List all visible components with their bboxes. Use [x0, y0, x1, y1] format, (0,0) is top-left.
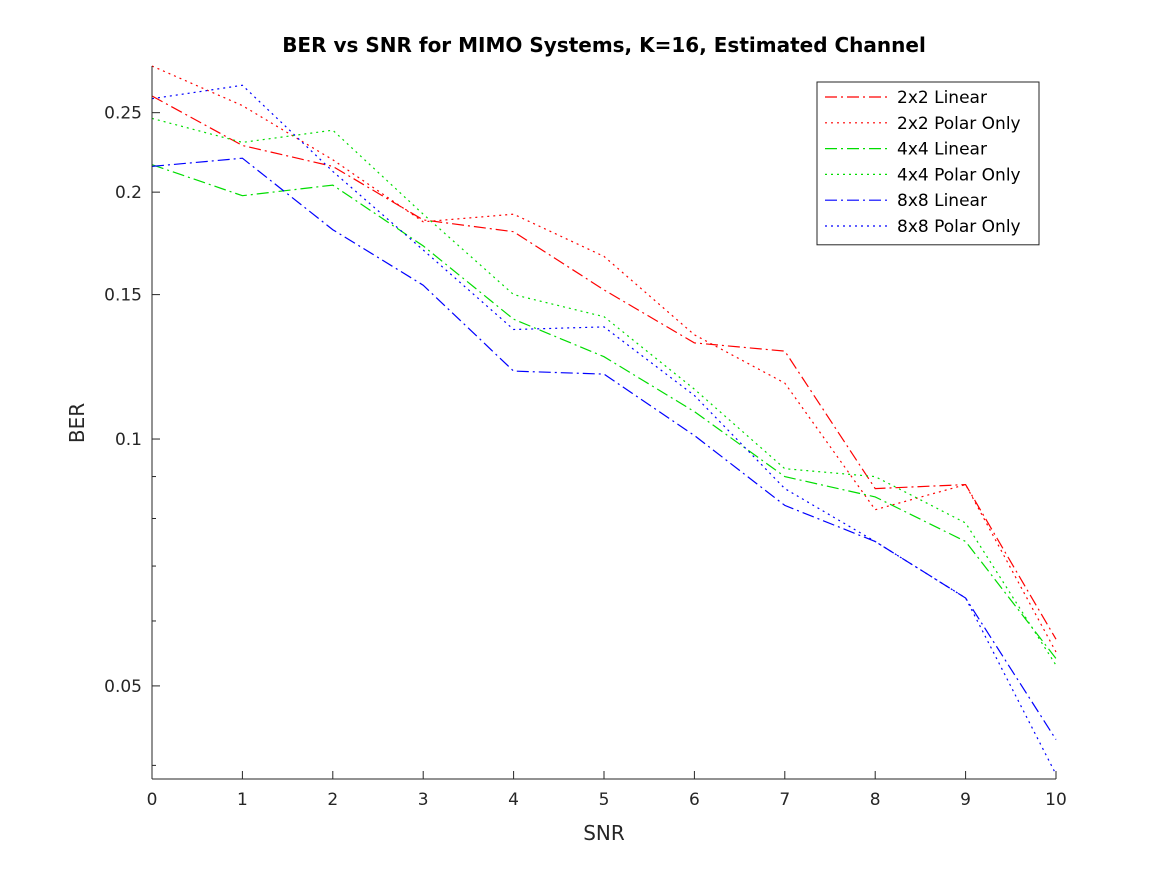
y-tick-label: 0.25 [104, 104, 142, 124]
x-tick-label: 5 [599, 790, 610, 810]
x-tick-label: 9 [960, 790, 971, 810]
series-line-1 [151, 95, 1057, 640]
y-tick-label: 0.1 [115, 430, 142, 450]
x-axis-label: SNR [583, 821, 625, 845]
legend: 2x2 Linear 2x2 Polar Only 4x4 Linear 4x4 Po… [816, 81, 1040, 246]
series-line-2 [151, 65, 1057, 653]
legend-entry-1: 2x2 Linear [897, 88, 987, 108]
x-tick-label: 10 [1045, 790, 1067, 810]
x-tick-label: 6 [689, 790, 700, 810]
x-tick-label: 0 [147, 790, 158, 810]
y-tick-label: 0.05 [104, 677, 142, 697]
legend-entry-2: 2x2 Polar Only [897, 114, 1021, 134]
legend-entry-5: 8x8 Linear [897, 191, 987, 211]
x-tick-label: 7 [779, 790, 790, 810]
chart-title: BER vs SNR for MIMO Systems, K=16, Estim… [282, 33, 926, 57]
legend-box [816, 81, 1040, 246]
series-line-3 [151, 164, 1057, 659]
legend-entry-6: 8x8 Polar Only [897, 217, 1021, 237]
x-tick-label: 1 [237, 790, 248, 810]
x-tick-label: 8 [870, 790, 881, 810]
series-line-6 [151, 84, 1057, 775]
x-tick-label: 2 [327, 790, 338, 810]
axes-layer: 0 1 2 3 4 5 6 7 8 9 10 0.05 0.1 0.15 0.2 0.25 [104, 66, 1067, 810]
legend-entry-3: 4x4 Linear [897, 140, 987, 160]
series-layer [151, 65, 1057, 775]
x-tick-label: 4 [508, 790, 519, 810]
y-tick-label: 0.15 [104, 286, 142, 306]
legend-entry-4: 4x4 Polar Only [897, 165, 1021, 185]
y-axis-label: BER [65, 403, 89, 443]
x-tick-label: 3 [418, 790, 429, 810]
series-line-4 [151, 117, 1057, 666]
y-tick-label: 0.2 [115, 183, 142, 203]
